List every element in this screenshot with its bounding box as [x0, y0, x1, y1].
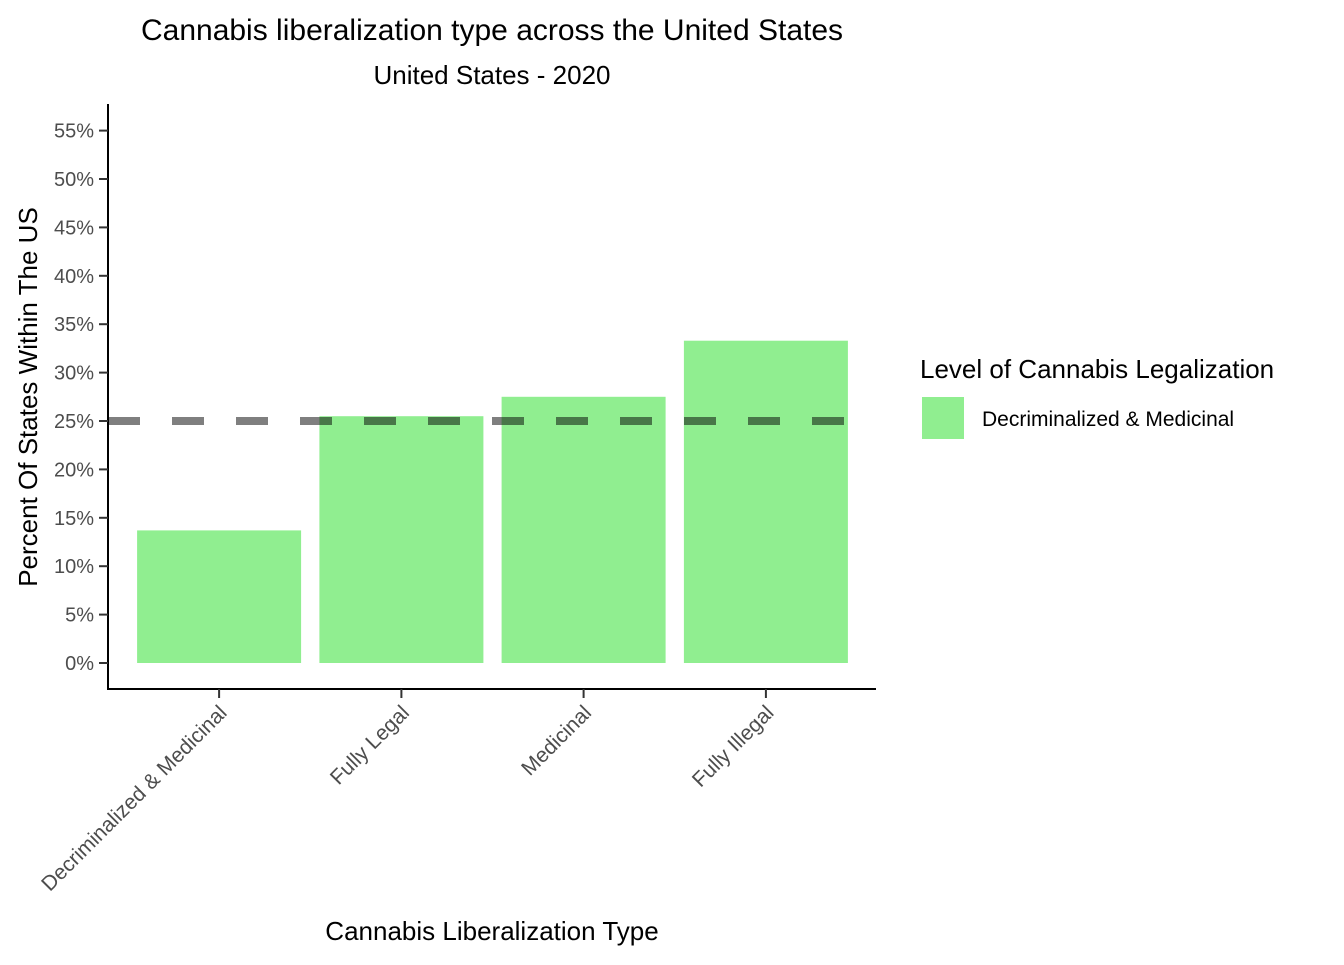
legend-label-0: Decriminalized & Medicinal	[982, 408, 1234, 431]
bar-0	[137, 530, 302, 663]
x-tick-label-1: Fully Legal	[326, 701, 414, 789]
y-tick-label-11: 55%	[54, 121, 94, 143]
bar-3	[683, 340, 848, 663]
y-axis-title: Percent Of States Within The US	[13, 207, 43, 587]
y-tick-label-2: 10%	[54, 556, 94, 578]
y-axis-ticks: 0% 5% 10% 15% 20% 25% 30% 35% 40% 45% 50% 55%	[54, 121, 108, 675]
y-tick-label-6: 30%	[54, 363, 94, 385]
x-tick-label-3: Fully Illegal	[688, 701, 779, 792]
y-tick-label-3: 15%	[54, 508, 94, 530]
y-tick-label-4: 20%	[54, 459, 94, 481]
y-tick-label-8: 40%	[54, 266, 94, 288]
y-tick-label-7: 35%	[54, 314, 94, 336]
legend-swatch-0	[922, 397, 964, 439]
x-tick-label-2: Medicinal	[517, 701, 596, 780]
bar-2	[501, 396, 666, 663]
y-tick-label-5: 25%	[54, 411, 94, 433]
legend: Level of Cannabis Legalization Decrimina…	[920, 354, 1274, 439]
x-tick-label-0: Decriminalized & Medicinal	[37, 701, 232, 896]
y-tick-label-10: 50%	[54, 169, 94, 191]
x-axis-ticks: Decriminalized & Medicinal Fully Legal Med…	[37, 689, 778, 896]
chart-subtitle: United States - 2020	[373, 60, 610, 90]
y-tick-label-9: 45%	[54, 217, 94, 239]
bars-group	[137, 340, 848, 663]
legend-items: Decriminalized & Medicinal	[922, 397, 1234, 439]
y-tick-label-0: 0%	[65, 653, 94, 675]
x-axis-title: Cannabis Liberalization Type	[325, 916, 658, 946]
bar-1	[319, 416, 484, 663]
legend-title: Level of Cannabis Legalization	[920, 354, 1274, 384]
y-tick-label-1: 5%	[65, 605, 94, 627]
chart-title: Cannabis liberalization type across the …	[141, 14, 843, 47]
